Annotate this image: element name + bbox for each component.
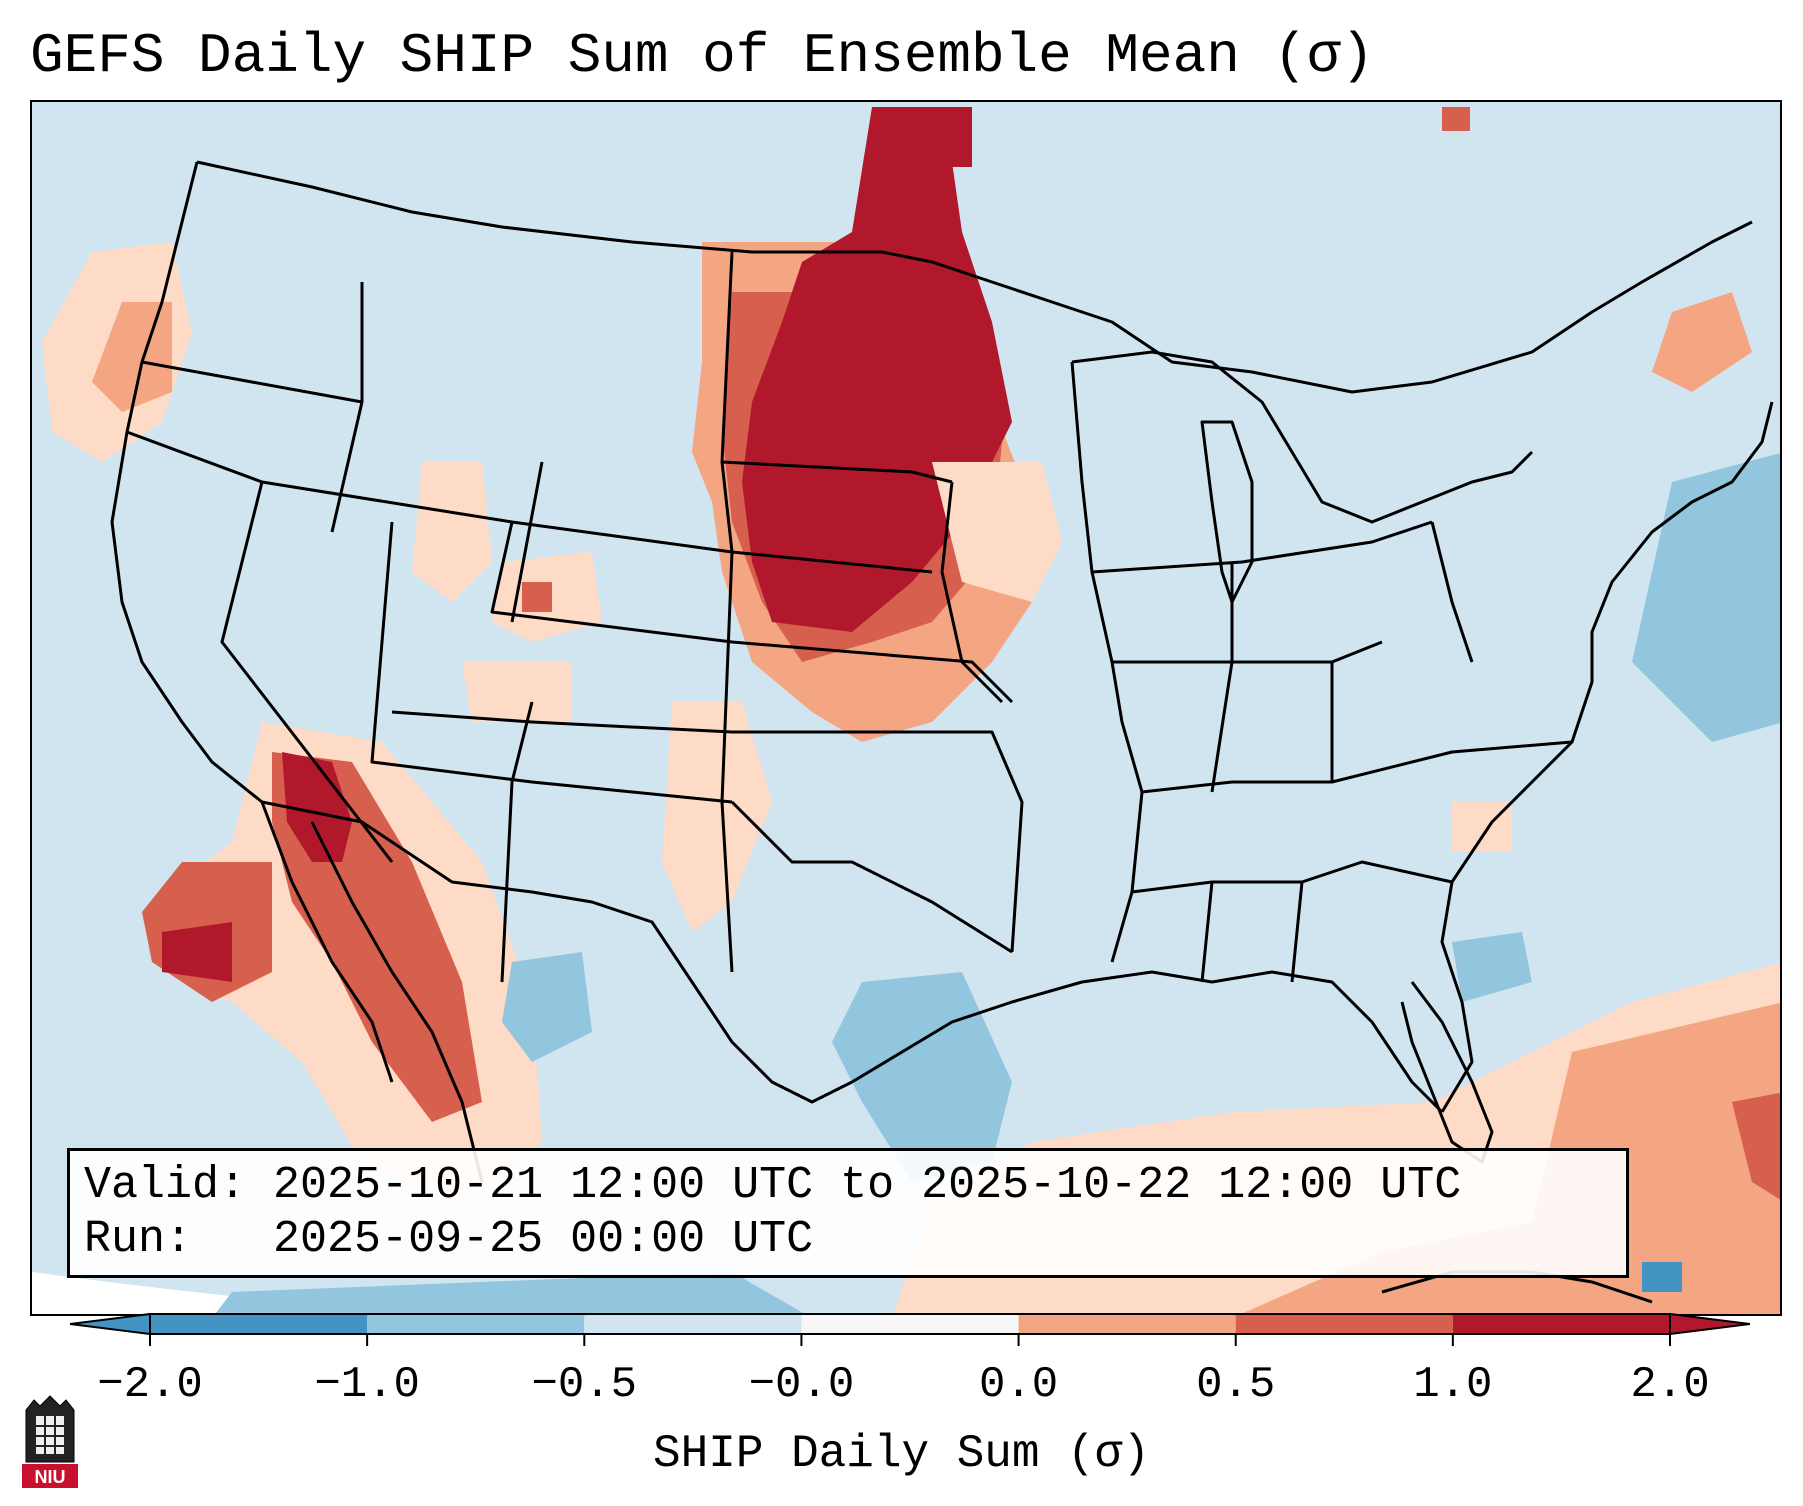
colorbar-segment	[1018, 1314, 1236, 1334]
info-box: Valid: 2025-10-21 12:00 UTC to 2025-10-2…	[67, 1148, 1629, 1278]
state-lines-west	[126, 282, 734, 983]
anomaly-map	[32, 102, 1780, 1314]
run-value: 2025-09-25 00:00 UTC	[273, 1214, 814, 1265]
anomaly-patch-atlantic-negative	[1632, 453, 1780, 742]
state-outlines	[110, 160, 1774, 1114]
state-lines-plains	[720, 251, 1024, 954]
colorbar-tick-label: 2.0	[1630, 1360, 1710, 1410]
colorbar-label: SHIP Daily Sum (σ)	[653, 1428, 1150, 1480]
anomaly-patch-colorado-core	[522, 582, 552, 612]
colorbar-extend-low	[70, 1312, 151, 1336]
colorbar-segment	[1235, 1314, 1453, 1334]
anomaly-patch-caribbean-mid	[1241, 1002, 1780, 1314]
us-gulf-coast	[851, 970, 1444, 1114]
colorbar-tick-label: −1.0	[314, 1360, 420, 1410]
niu-logo-text: NIU	[35, 1467, 66, 1487]
colorbar-extend-high	[1669, 1312, 1750, 1336]
colorbar-segment	[584, 1314, 802, 1334]
anomaly-patch-cuba-negative	[1642, 1262, 1682, 1292]
lake-michigan	[1200, 420, 1254, 604]
anomaly-patch-iowa	[932, 462, 1062, 602]
great-lakes-outline	[1071, 350, 1534, 524]
colorbar-tick-label: 0.0	[978, 1360, 1059, 1410]
baja-peninsula	[260, 801, 484, 1183]
colorbar-segment	[367, 1314, 585, 1334]
state-lines-east	[1070, 361, 1573, 983]
anomaly-patch-four-corners	[462, 662, 572, 722]
anomaly-patch-utah	[412, 462, 492, 602]
us-west-coast	[110, 161, 263, 804]
anomaly-patch-baja-core	[282, 752, 352, 862]
colorbar-segment	[801, 1314, 1019, 1334]
us-east-coast	[1440, 401, 1774, 1113]
anomaly-patch-gulf-negative	[832, 972, 1012, 1182]
anomaly-patch-plains-north	[892, 107, 972, 167]
run-label: Run:	[84, 1214, 193, 1265]
colorbar-segment	[150, 1314, 368, 1334]
colorbar-tick-label: −2.0	[97, 1360, 203, 1410]
map-title: GEFS Daily SHIP Sum of Ensemble Mean (σ)	[30, 24, 1375, 88]
anomaly-patch-caribbean-core	[1732, 1092, 1780, 1200]
valid-label: Valid:	[84, 1160, 247, 1211]
anomaly-patch-new-england	[1652, 292, 1752, 392]
anomaly-patch-gulf	[1452, 802, 1512, 852]
anomaly-patch-pacific-mexico-core	[162, 922, 232, 982]
colorbar-segment	[1452, 1314, 1670, 1334]
niu-seal-icon: NIU	[22, 1395, 78, 1488]
colorbar-tick-label: 1.0	[1413, 1360, 1493, 1410]
colorbar	[70, 1312, 1750, 1346]
colorbar-tick-label: −0.0	[748, 1360, 855, 1410]
anomaly-patch-florida-negative	[1452, 932, 1532, 1002]
anomaly-patch-nm-tx	[662, 702, 772, 932]
colorbar-outline	[149, 1313, 1671, 1335]
valid-value: 2025-10-21 12:00 UTC to 2025-10-22 12:00…	[273, 1160, 1462, 1211]
us-canada-border	[196, 160, 1753, 394]
map-panel	[30, 100, 1782, 1316]
colorbar-tick-label: 0.5	[1196, 1360, 1276, 1410]
anomaly-patch-south-negative	[215, 1272, 806, 1314]
anomaly-patch-sonora-negative	[502, 952, 592, 1062]
colorbar-tick-label: −0.5	[531, 1360, 638, 1410]
anomaly-patch-canada-dot	[1442, 107, 1470, 131]
us-mexico-border	[261, 800, 853, 1104]
